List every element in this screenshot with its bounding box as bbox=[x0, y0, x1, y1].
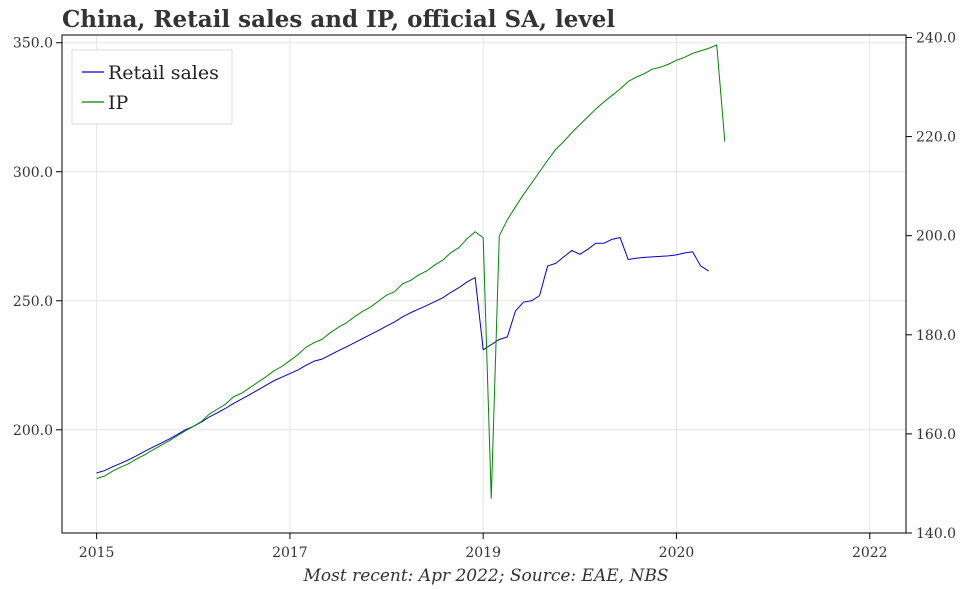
y-right-tick-label: 200.0 bbox=[916, 229, 956, 245]
legend: Retail sales IP bbox=[71, 49, 233, 125]
y-right-tick-label: 140.0 bbox=[916, 526, 956, 542]
source-note: Most recent: Apr 2022; Source: EAE, NBS bbox=[303, 566, 669, 586]
x-tick-label: 2022 bbox=[852, 545, 888, 561]
x-tick-label: 2015 bbox=[79, 545, 115, 561]
y-left-tick-label: 300.0 bbox=[13, 165, 53, 181]
y-right-tick-label: 160.0 bbox=[916, 427, 956, 443]
x-tick-label: 2020 bbox=[659, 545, 695, 561]
legend-label-ip: IP bbox=[108, 92, 129, 114]
y-left-tick-label: 200.0 bbox=[13, 423, 53, 439]
x-tick-label: 2019 bbox=[465, 545, 501, 561]
y-right-tick-label: 180.0 bbox=[916, 328, 956, 344]
y-right-tick-label: 240.0 bbox=[916, 30, 956, 46]
y-left-tick-label: 250.0 bbox=[13, 294, 53, 310]
series-line-ip bbox=[96, 44, 726, 499]
y-axis-right: 140.0 160.0 180.0 200.0 220.0 240.0 bbox=[906, 30, 956, 542]
chart-title: China, Retail sales and IP, official SA,… bbox=[62, 6, 616, 33]
y-right-tick-label: 220.0 bbox=[916, 130, 956, 146]
plot-frame bbox=[61, 34, 907, 534]
x-tick-label: 2017 bbox=[272, 545, 308, 561]
y-left-tick-label: 350.0 bbox=[13, 36, 53, 52]
series-line-retail-sales bbox=[96, 237, 709, 474]
x-axis: 2015 2017 2019 2020 2022 bbox=[79, 533, 888, 561]
legend-box bbox=[71, 49, 233, 125]
y-axis-left: 200.0 250.0 300.0 350.0 bbox=[13, 36, 62, 439]
grid-lines bbox=[62, 35, 906, 533]
legend-label-retail-sales: Retail sales bbox=[108, 62, 219, 84]
series-layer bbox=[96, 44, 726, 499]
